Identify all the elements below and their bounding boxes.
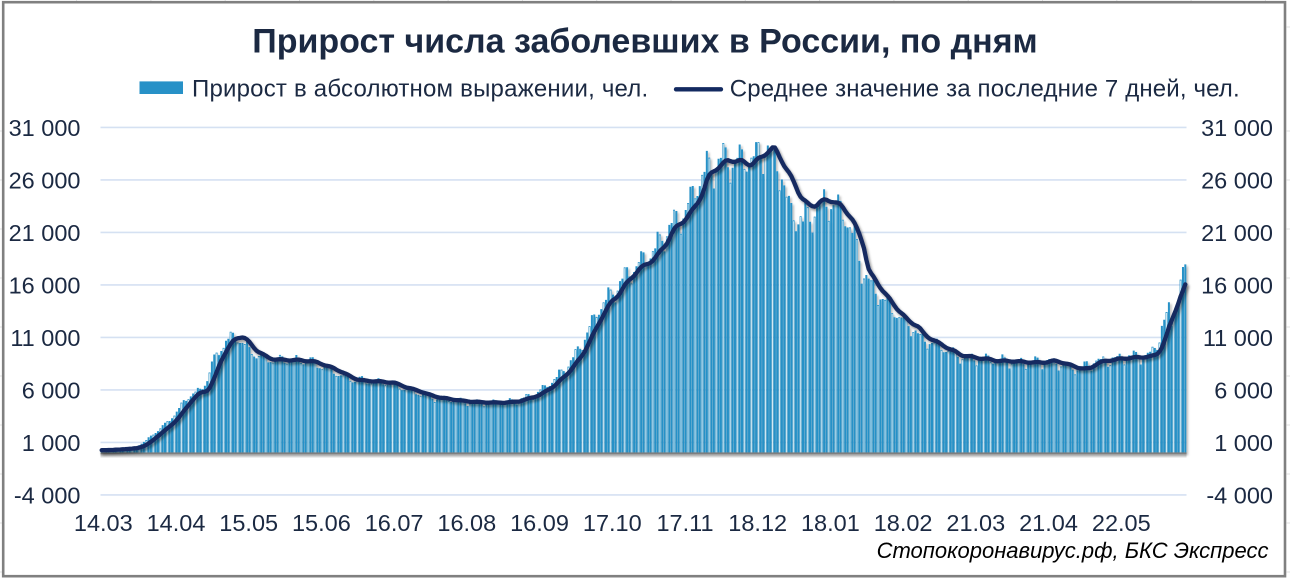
svg-text:15.05: 15.05	[219, 510, 278, 536]
svg-text:-4 000: -4 000	[1206, 482, 1273, 508]
svg-text:11 000: 11 000	[1203, 325, 1273, 351]
svg-text:16 000: 16 000	[1201, 272, 1273, 298]
svg-text:26 000: 26 000	[1201, 167, 1273, 193]
svg-text:1 000: 1 000	[22, 430, 81, 456]
svg-text:17.11: 17.11	[656, 510, 713, 536]
svg-text:6 000: 6 000	[22, 377, 81, 403]
svg-text:31 000: 31 000	[1201, 115, 1273, 141]
svg-text:18.02: 18.02	[874, 510, 933, 536]
svg-text:18.01: 18.01	[801, 510, 860, 536]
svg-text:16 000: 16 000	[9, 272, 81, 298]
svg-text:18.12: 18.12	[728, 510, 787, 536]
svg-text:Прирост числа заболевших в Рос: Прирост числа заболевших в России, по дн…	[252, 23, 1037, 61]
svg-text:15.06: 15.06	[292, 510, 351, 536]
svg-text:Стопокоронавирус.рф, БКС Экспр: Стопокоронавирус.рф, БКС Экспресс	[877, 538, 1269, 563]
svg-text:6 000: 6 000	[1214, 377, 1273, 403]
svg-text:26 000: 26 000	[9, 167, 81, 193]
svg-text:21 000: 21 000	[1201, 220, 1273, 246]
svg-text:21.03: 21.03	[946, 510, 1005, 536]
svg-text:16.07: 16.07	[365, 510, 424, 536]
svg-text:Среднее значение за последние: Среднее значение за последние 7 дней, че…	[730, 75, 1240, 102]
svg-text:14.03: 14.03	[74, 510, 133, 536]
svg-text:17.10: 17.10	[583, 510, 642, 536]
svg-text:21 000: 21 000	[9, 220, 81, 246]
svg-text:16.09: 16.09	[510, 510, 569, 536]
svg-text:-4 000: -4 000	[14, 482, 81, 508]
svg-text:1 000: 1 000	[1214, 430, 1273, 456]
svg-text:16.08: 16.08	[437, 510, 496, 536]
svg-text:22.05: 22.05	[1092, 510, 1151, 536]
svg-text:11 000: 11 000	[10, 325, 80, 351]
svg-text:14.04: 14.04	[147, 510, 206, 536]
svg-text:21.04: 21.04	[1019, 510, 1078, 536]
svg-text:Прирост в абсолютном выражении: Прирост в абсолютном выражении, чел.	[192, 75, 648, 102]
svg-text:31 000: 31 000	[9, 115, 81, 141]
